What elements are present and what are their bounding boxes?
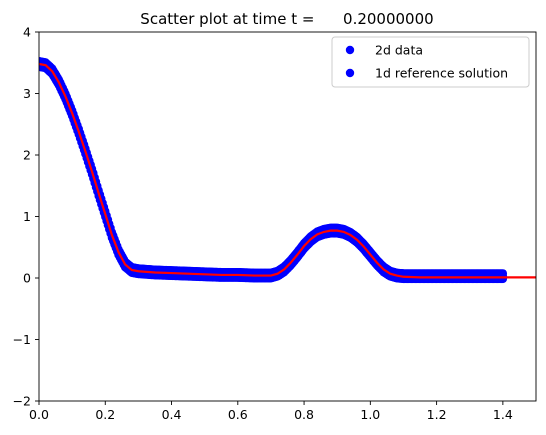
legend: 2d data 1d reference solution [331,36,530,88]
x-tick-label: 0.2 [95,407,115,422]
y-tick-label: 0 [23,271,31,286]
legend-label: 2d data [375,43,423,58]
chart-title: Scatter plot at time t = 0.20000000 [140,10,433,28]
x-axis: 0.0 0.2 0.4 0.6 0.8 1.0 1.2 1.4 [29,401,513,422]
legend-marker [345,45,355,55]
x-tick-label: 0.0 [29,407,49,422]
y-tick-label: 4 [23,25,31,40]
legend-label: 1d reference solution [375,66,508,81]
plot-marks [39,57,536,284]
x-tick-label: 1.4 [493,407,513,422]
legend-marker [345,68,355,78]
x-tick-label: 0.4 [162,407,182,422]
series-1d-reference-line [39,62,536,279]
y-tick-label: 3 [23,86,31,101]
y-tick-label: 1 [23,209,31,224]
x-tick-label: 1.0 [360,407,380,422]
y-tick-label: −2 [13,394,31,409]
y-axis: −2 −1 0 1 2 3 4 [13,25,39,409]
x-tick-label: 1.2 [427,407,447,422]
x-tick-label: 0.8 [294,407,314,422]
y-tick-label: −1 [13,332,31,347]
x-tick-label: 0.6 [228,407,248,422]
plot-area [38,31,537,402]
legend-box [331,36,530,88]
scatter-point [498,269,508,278]
y-tick-label: 2 [23,148,31,163]
